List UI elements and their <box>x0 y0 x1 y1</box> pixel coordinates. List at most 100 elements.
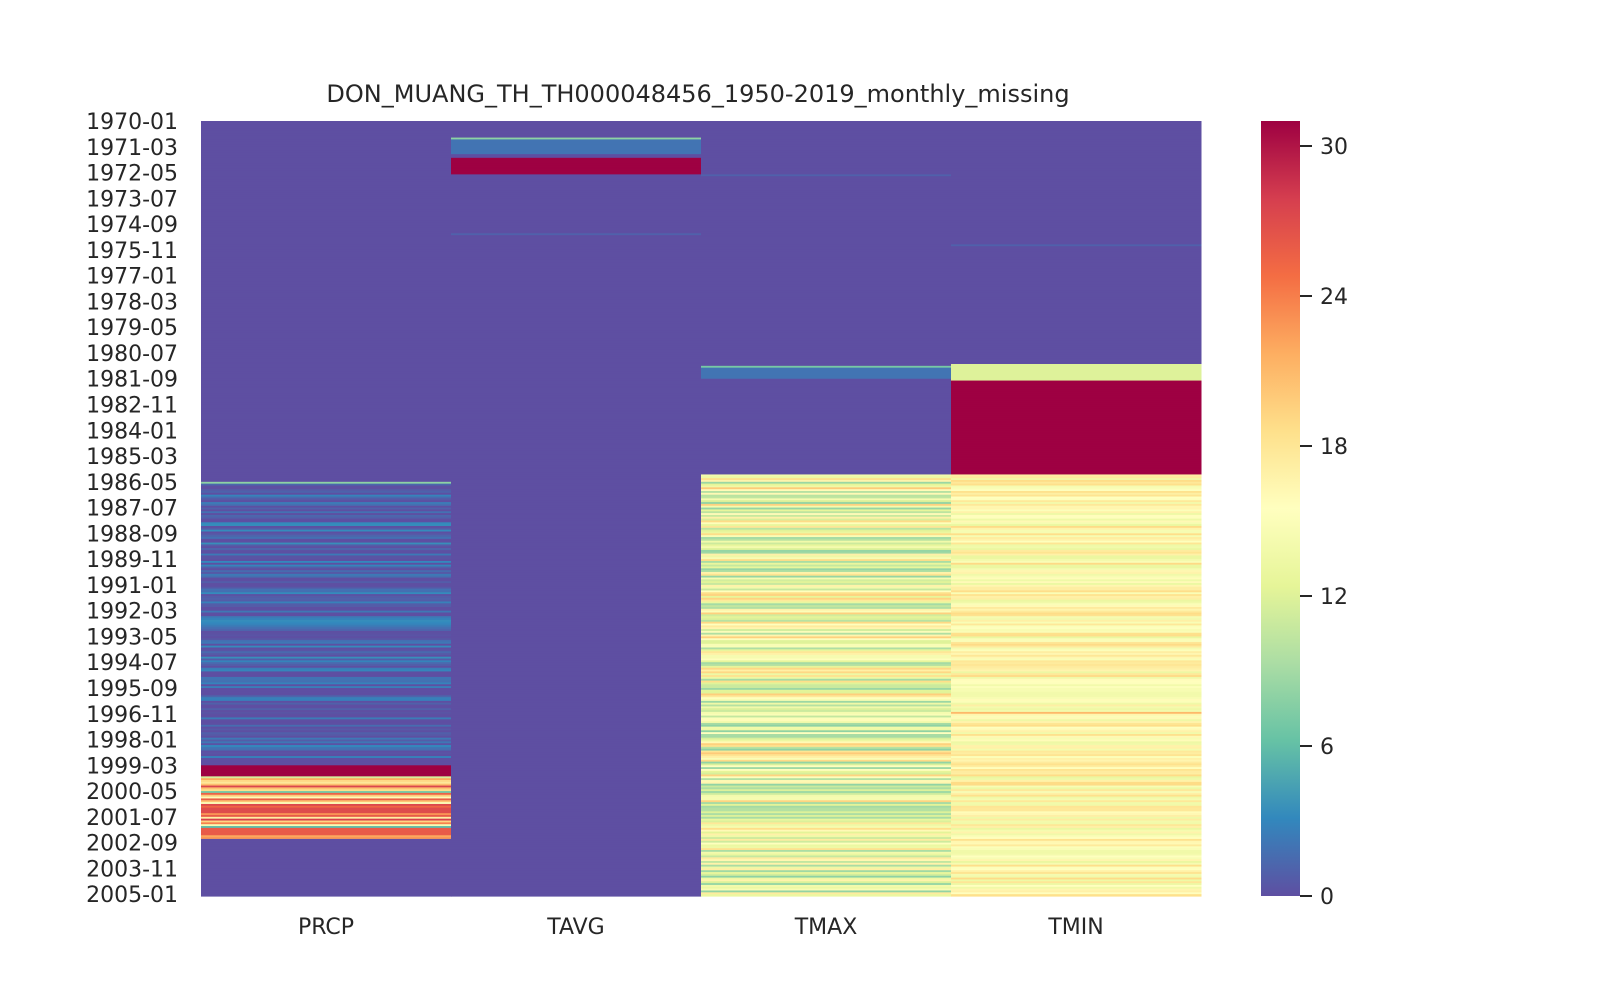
heatmap-cell <box>951 126 1202 129</box>
heatmap-cell <box>951 507 1202 511</box>
heatmap-cell <box>701 734 952 737</box>
heatmap-cell <box>201 671 452 674</box>
heatmap-cell <box>201 340 452 343</box>
heatmap-cell <box>451 283 702 286</box>
heatmap-cell <box>701 794 952 798</box>
heatmap-cell <box>951 347 1202 350</box>
heatmap-cell <box>451 334 702 337</box>
heatmap-cell <box>201 662 452 665</box>
heatmap-cell <box>951 500 1202 503</box>
heatmap-cell <box>951 389 1202 393</box>
heatmap-cell <box>951 220 1202 223</box>
heatmap-cell <box>201 295 452 299</box>
heatmap-cell <box>701 319 952 323</box>
heatmap-cell <box>201 815 452 818</box>
heatmap-cell <box>951 829 1202 833</box>
heatmap-cell <box>201 665 452 669</box>
heatmap-cell <box>951 722 1202 726</box>
heatmap-cell <box>451 815 702 818</box>
heatmap-cell <box>701 671 952 674</box>
heatmap-cell <box>451 150 702 153</box>
heatmap-cell <box>451 654 702 658</box>
heatmap-cell <box>201 785 452 788</box>
heatmap-cell <box>701 393 952 396</box>
heatmap-cell <box>701 686 952 689</box>
heatmap-cell <box>951 846 1202 849</box>
heatmap-cell <box>201 430 452 433</box>
heatmap-cell <box>451 143 702 146</box>
heatmap-cell <box>701 595 952 599</box>
heatmap-cell <box>201 360 452 363</box>
heatmap-cell <box>201 349 452 352</box>
heatmap-cell <box>951 680 1202 684</box>
heatmap-cell <box>951 472 1202 476</box>
heatmap-cell <box>701 746 952 750</box>
heatmap-cell <box>701 178 952 181</box>
heatmap-cell <box>951 297 1202 301</box>
heatmap-cell <box>201 406 452 409</box>
heatmap-cell <box>451 518 702 522</box>
heatmap-cell <box>201 463 452 466</box>
heatmap-cell <box>451 170 702 174</box>
heatmap-cell <box>951 404 1202 407</box>
heatmap-cell <box>201 695 452 698</box>
heatmap-cell <box>701 452 952 455</box>
heatmap-cell <box>201 424 452 428</box>
heatmap-cell <box>201 699 452 702</box>
heatmap-cell <box>951 605 1202 608</box>
heatmap-cell <box>701 433 952 437</box>
heatmap-cell <box>951 301 1202 304</box>
heatmap-cell <box>951 647 1202 650</box>
heatmap-cell <box>951 772 1202 776</box>
heatmap-cell <box>951 463 1202 466</box>
heatmap-cell <box>451 257 702 260</box>
y-tick-label: 1982-11 <box>86 394 178 419</box>
y-tick-label: 1994-07 <box>86 651 178 676</box>
heatmap-cell <box>451 365 702 369</box>
heatmap-cell <box>451 774 702 777</box>
heatmap-cell <box>201 605 452 608</box>
heatmap-cell <box>951 148 1202 152</box>
heatmap-cell <box>701 768 952 772</box>
heatmap-cell <box>451 268 702 271</box>
heatmap-cell <box>451 686 702 689</box>
heatmap-cell <box>201 754 452 757</box>
heatmap-cell <box>201 721 452 724</box>
heatmap-cell <box>701 588 952 592</box>
heatmap-cell <box>451 621 702 625</box>
heatmap-cell <box>451 662 702 665</box>
heatmap-cell <box>951 802 1202 805</box>
heatmap-cell <box>951 448 1202 452</box>
heatmap-cell <box>951 498 1202 501</box>
heatmap-cell <box>701 338 952 341</box>
heatmap-cell <box>951 511 1202 514</box>
heatmap-cell <box>701 321 952 325</box>
heatmap-cell <box>451 516 702 520</box>
heatmap-cell <box>701 597 952 601</box>
heatmap-cell <box>201 334 452 337</box>
y-tick-label: 1988-09 <box>86 522 178 547</box>
heatmap-cell <box>451 470 702 474</box>
heatmap-cell <box>451 699 702 702</box>
heatmap-cell <box>951 417 1202 420</box>
heatmap-cell <box>951 697 1202 700</box>
heatmap-cell <box>451 763 702 766</box>
heatmap-cell <box>951 132 1202 135</box>
heatmap-cell <box>701 851 952 855</box>
heatmap-cell <box>951 157 1202 161</box>
heatmap-cell <box>951 529 1202 533</box>
heatmap-cell <box>451 306 702 310</box>
heatmap-cell <box>951 483 1202 487</box>
heatmap-cell <box>951 535 1202 538</box>
heatmap-cell <box>201 886 452 890</box>
heatmap-cell <box>701 627 952 630</box>
heatmap-cell <box>701 395 952 398</box>
heatmap-cell <box>701 446 952 450</box>
heatmap-cell <box>201 750 452 754</box>
heatmap-cell <box>201 141 452 144</box>
heatmap-cell <box>451 367 702 371</box>
heatmap-cell <box>201 213 452 216</box>
heatmap-cell <box>951 699 1202 702</box>
heatmap-cell <box>701 312 952 315</box>
heatmap-cell <box>201 548 452 551</box>
